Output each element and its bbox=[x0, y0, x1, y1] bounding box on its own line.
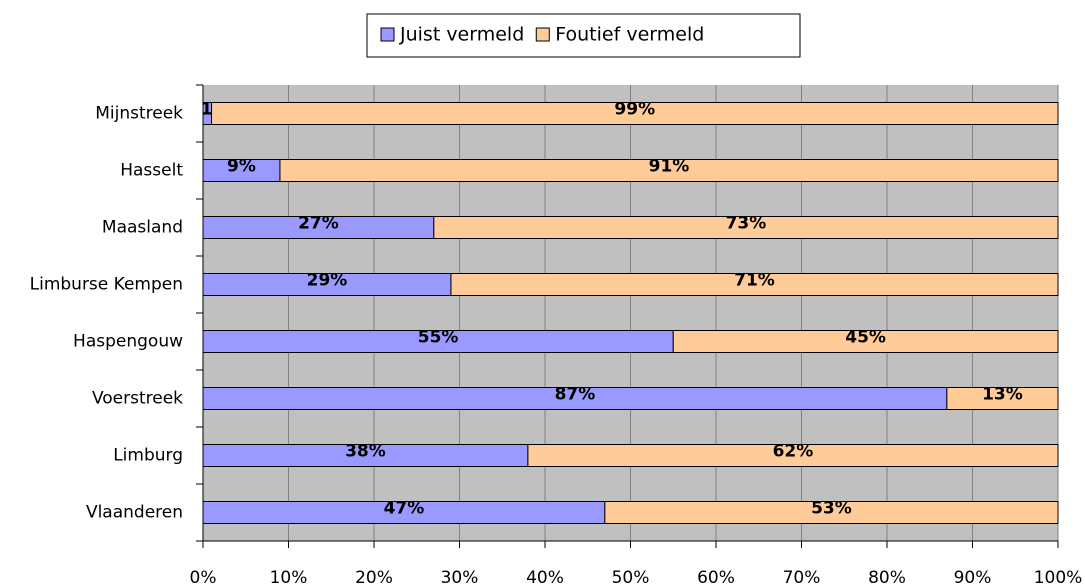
y-tick-label: Haspengouw bbox=[73, 332, 183, 352]
x-tick-label: 20% bbox=[355, 568, 393, 588]
value-label: 91% bbox=[649, 157, 690, 177]
bar-segment bbox=[450, 273, 1059, 296]
value-label: 47% bbox=[384, 499, 425, 519]
value-label: 55% bbox=[418, 328, 459, 348]
x-tick-label: 10% bbox=[270, 568, 308, 588]
bar-segment bbox=[211, 102, 1059, 125]
bar-segment bbox=[672, 330, 1059, 353]
value-label: 38% bbox=[345, 442, 386, 462]
legend-swatch bbox=[535, 27, 550, 42]
y-tick-label: Hasselt bbox=[120, 161, 183, 181]
x-tick-label: 70% bbox=[783, 568, 821, 588]
y-tick-label: Mijnstreek bbox=[95, 104, 183, 124]
x-tick-label: 80% bbox=[868, 568, 906, 588]
bar-segment bbox=[433, 216, 1059, 239]
legend-label: Juist vermeld bbox=[399, 24, 524, 46]
value-label: 27% bbox=[298, 214, 339, 234]
y-tick-label: Limburg bbox=[113, 446, 183, 466]
value-label: 73% bbox=[726, 214, 767, 234]
x-tick-label: 60% bbox=[697, 568, 735, 588]
bar-segment bbox=[946, 387, 1059, 410]
x-tick-label: 50% bbox=[612, 568, 650, 588]
legend-label: Foutief vermeld bbox=[555, 24, 704, 46]
bar-segment bbox=[604, 501, 1059, 524]
value-label: 53% bbox=[811, 499, 852, 519]
value-label: 87% bbox=[555, 385, 596, 405]
value-label: 71% bbox=[734, 271, 775, 291]
y-tick-label: Vlaanderen bbox=[86, 503, 183, 523]
value-label: 62% bbox=[773, 442, 814, 462]
y-tick-label: Maasland bbox=[102, 218, 183, 238]
x-tick-label: 100% bbox=[1034, 568, 1083, 588]
value-label: 29% bbox=[307, 271, 348, 291]
x-tick-label: 40% bbox=[526, 568, 564, 588]
x-tick-label: 30% bbox=[441, 568, 479, 588]
value-label: 45% bbox=[845, 328, 886, 348]
value-label: 99% bbox=[614, 100, 655, 120]
legend-swatch bbox=[380, 27, 395, 42]
x-tick-label: 0% bbox=[190, 568, 217, 588]
y-tick-label: Voerstreek bbox=[92, 389, 183, 409]
value-label: 13% bbox=[982, 385, 1023, 405]
value-label: 9% bbox=[227, 157, 256, 177]
y-tick-label: Limburse Kempen bbox=[30, 275, 183, 295]
x-tick-label: 90% bbox=[954, 568, 992, 588]
legend-box bbox=[366, 13, 801, 58]
bar-segment bbox=[279, 159, 1059, 182]
bar-segment bbox=[527, 444, 1059, 467]
